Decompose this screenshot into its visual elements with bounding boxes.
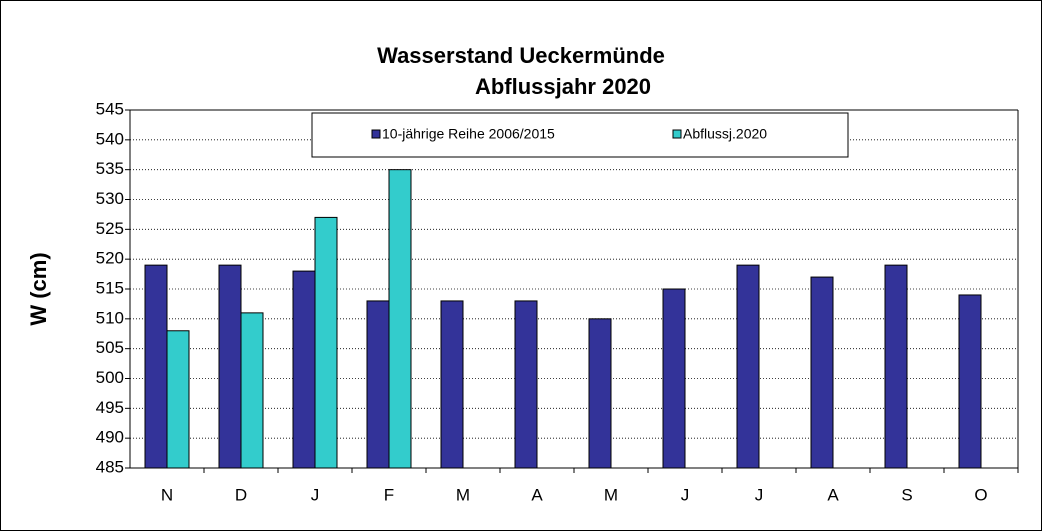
chart-title: Wasserstand Ueckermünde xyxy=(377,43,665,68)
x-tick-label: J xyxy=(681,485,690,504)
y-tick-label: 515 xyxy=(96,278,124,297)
x-tick-label: A xyxy=(827,485,839,504)
bar xyxy=(810,276,834,469)
x-tick-label: D xyxy=(235,485,247,504)
bar xyxy=(240,312,264,469)
y-tick-label: 505 xyxy=(96,338,124,357)
bar xyxy=(736,264,760,469)
x-tick-label: M xyxy=(604,485,618,504)
y-tick-label: 545 xyxy=(96,99,124,118)
bar xyxy=(514,300,538,469)
bar xyxy=(314,216,338,469)
y-tick-label: 535 xyxy=(96,159,124,178)
y-tick-label: 530 xyxy=(96,189,124,208)
bar xyxy=(662,288,686,469)
y-tick-label: 540 xyxy=(96,129,124,148)
y-tick-label: 485 xyxy=(96,457,124,476)
x-tick-label: J xyxy=(755,485,764,504)
bar xyxy=(218,264,242,469)
bar xyxy=(166,330,190,469)
y-tick-label: 520 xyxy=(96,249,124,268)
bar xyxy=(366,300,390,469)
y-tick-label: 525 xyxy=(96,219,124,238)
bar xyxy=(388,169,412,469)
bar xyxy=(292,270,316,469)
x-tick-label: N xyxy=(161,485,173,504)
x-tick-label: S xyxy=(901,485,912,504)
y-tick-label: 510 xyxy=(96,308,124,327)
bar xyxy=(440,300,464,469)
legend-label: 10-jährige Reihe 2006/2015 xyxy=(382,126,555,142)
bar xyxy=(144,264,168,469)
chart-subtitle: Abflussjahr 2020 xyxy=(475,74,651,99)
x-tick-label: O xyxy=(974,485,987,504)
x-tick-label: J xyxy=(311,485,320,504)
x-tick-label: M xyxy=(456,485,470,504)
bar xyxy=(588,318,612,469)
legend-label: Abflussj.2020 xyxy=(683,126,767,142)
x-tick-label: F xyxy=(384,485,394,504)
legend-box xyxy=(311,112,849,158)
legend-swatch xyxy=(371,129,381,139)
y-axis-label: W (cm) xyxy=(26,252,51,325)
x-tick-label: A xyxy=(531,485,543,504)
y-tick-label: 500 xyxy=(96,368,124,387)
legend-swatch xyxy=(672,129,682,139)
y-tick-label: 490 xyxy=(96,428,124,447)
bar xyxy=(958,294,982,469)
y-tick-label: 495 xyxy=(96,398,124,417)
bar xyxy=(884,264,908,469)
